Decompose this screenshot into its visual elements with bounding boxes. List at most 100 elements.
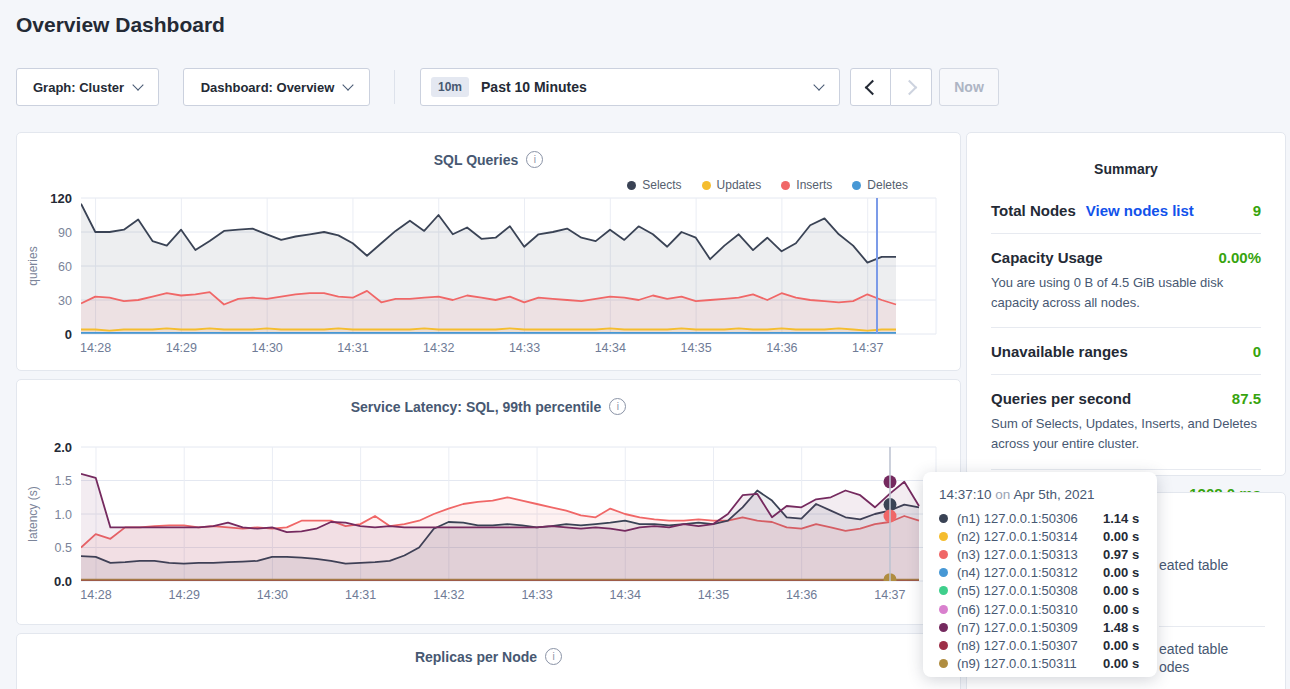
time-nav-group: [850, 68, 932, 106]
node-address: (n5) 127.0.0.1:50308: [957, 583, 1103, 598]
svg-text:14:33: 14:33: [509, 341, 540, 355]
time-range-badge: 10m: [431, 77, 469, 97]
node-address: (n7) 127.0.0.1:50309: [957, 620, 1103, 635]
node-series-dot: [939, 514, 948, 523]
svg-text:14:28: 14:28: [80, 588, 111, 602]
node-series-dot: [939, 586, 948, 595]
chart-hover-tooltip: 14:37:10 on Apr 5th, 2021 (n1) 127.0.0.1…: [923, 472, 1157, 677]
replicas-per-node-card: Replicas per Node i: [16, 633, 961, 689]
svg-text:14:28: 14:28: [80, 341, 111, 355]
tooltip-node-row: (n2) 127.0.0.1:503140.00 s: [939, 527, 1143, 545]
svg-text:14:34: 14:34: [595, 341, 626, 355]
chevron-left-icon: [865, 79, 881, 95]
node-address: (n4) 127.0.0.1:50312: [957, 565, 1103, 580]
controls-divider: [394, 70, 395, 104]
svg-text:30: 30: [58, 294, 72, 308]
svg-text:0: 0: [65, 327, 72, 342]
unavailable-ranges-value: 0: [1253, 343, 1261, 360]
svg-text:14:30: 14:30: [252, 341, 283, 355]
svg-text:14:35: 14:35: [680, 341, 711, 355]
node-address: (n3) 127.0.0.1:50313: [957, 547, 1103, 562]
node-latency-value: 0.97 s: [1103, 547, 1139, 562]
summary-panel: Summary Total Nodes View nodes list 9 Ca…: [966, 132, 1286, 476]
now-button[interactable]: Now: [939, 68, 999, 106]
tooltip-node-row: (n1) 127.0.0.1:503061.14 s: [939, 509, 1143, 527]
summary-row-capacity-usage: Capacity Usage 0.00% You are using 0 B o…: [991, 233, 1261, 327]
node-latency-value: 0.00 s: [1103, 638, 1139, 653]
svg-text:120: 120: [50, 191, 72, 206]
total-nodes-value: 9: [1253, 202, 1261, 219]
summary-row-qps: Queries per second 87.5 Sum of Selects, …: [991, 374, 1261, 468]
svg-text:14:36: 14:36: [766, 341, 797, 355]
event-item-fragment[interactable]: eated table: [1159, 641, 1228, 657]
svg-text:14:34: 14:34: [610, 588, 641, 602]
svg-text:14:30: 14:30: [257, 588, 288, 602]
node-latency-value: 1.14 s: [1103, 511, 1139, 526]
dashboard-dropdown[interactable]: Dashboard: Overview: [183, 68, 370, 106]
node-latency-value: 0.00 s: [1103, 583, 1139, 598]
node-latency-value: 0.00 s: [1103, 656, 1139, 671]
tooltip-timestamp: 14:37:10 on Apr 5th, 2021: [939, 487, 1143, 502]
svg-text:14:36: 14:36: [786, 588, 817, 602]
tooltip-node-row: (n8) 127.0.0.1:503070.00 s: [939, 636, 1143, 654]
svg-text:14:31: 14:31: [337, 341, 368, 355]
service-latency-chart[interactable]: 0.00.51.01.52.014:2814:2914:3014:3114:32…: [17, 380, 962, 626]
svg-text:0.0: 0.0: [54, 574, 72, 589]
svg-text:14:37: 14:37: [852, 341, 883, 355]
qps-note: Sum of Selects, Updates, Inserts, and De…: [991, 414, 1261, 454]
node-latency-value: 0.00 s: [1103, 602, 1139, 617]
event-item-fragment[interactable]: odes: [1159, 659, 1189, 675]
info-icon[interactable]: i: [545, 648, 562, 665]
node-series-dot: [939, 659, 948, 668]
time-forward-button[interactable]: [891, 68, 932, 106]
svg-text:90: 90: [58, 226, 72, 240]
svg-text:14:29: 14:29: [166, 341, 197, 355]
view-nodes-list-link[interactable]: View nodes list: [1086, 202, 1194, 219]
tooltip-node-row: (n6) 127.0.0.1:503100.00 s: [939, 600, 1143, 618]
sql-queries-chart[interactable]: 0 30 60 90 120 14:28 14:29 14:30 14:31 14:32 14:33…: [17, 133, 962, 372]
chevron-down-icon: [343, 79, 354, 90]
node-address: (n9) 127.0.0.1:50311: [957, 656, 1103, 671]
node-series-dot: [939, 623, 948, 632]
graph-scope-dropdown[interactable]: Graph: Cluster: [16, 68, 159, 106]
svg-text:14:33: 14:33: [521, 588, 552, 602]
svg-text:14:32: 14:32: [423, 341, 454, 355]
summary-title: Summary: [991, 149, 1261, 187]
summary-row-total-nodes: Total Nodes View nodes list 9: [991, 187, 1261, 233]
svg-text:60: 60: [58, 260, 72, 274]
svg-text:1.5: 1.5: [55, 474, 72, 488]
svg-text:14:31: 14:31: [345, 588, 376, 602]
tooltip-node-row: (n3) 127.0.0.1:503130.97 s: [939, 545, 1143, 563]
events-divider: [1159, 626, 1265, 627]
node-address: (n8) 127.0.0.1:50307: [957, 638, 1103, 653]
svg-text:14:32: 14:32: [433, 588, 464, 602]
node-address: (n6) 127.0.0.1:50310: [957, 602, 1103, 617]
node-series-dot: [939, 568, 948, 577]
node-series-dot: [939, 532, 948, 541]
node-series-dot: [939, 641, 948, 650]
chevron-right-icon: [901, 79, 917, 95]
svg-text:latency (s): latency (s): [26, 486, 40, 541]
chevron-down-icon: [813, 79, 824, 90]
page-title: Overview Dashboard: [16, 13, 225, 37]
sql-queries-card: SQL Queries i Selects Updates Inserts De…: [16, 132, 961, 371]
svg-text:14:35: 14:35: [698, 588, 729, 602]
time-range-dropdown[interactable]: 10m Past 10 Minutes: [420, 68, 840, 106]
time-range-label: Past 10 Minutes: [481, 79, 805, 95]
capacity-usage-value: 0.00%: [1218, 249, 1261, 266]
svg-text:14:29: 14:29: [169, 588, 200, 602]
dashboard-label: Dashboard: Overview: [201, 80, 335, 95]
service-latency-card: Service Latency: SQL, 99th percentile i …: [16, 379, 961, 625]
node-latency-value: 0.00 s: [1103, 565, 1139, 580]
tooltip-node-row: (n9) 127.0.0.1:503110.00 s: [939, 655, 1143, 673]
svg-text:1.0: 1.0: [55, 508, 72, 522]
node-series-dot: [939, 605, 948, 614]
svg-text:0.5: 0.5: [55, 541, 72, 555]
time-back-button[interactable]: [850, 68, 891, 106]
node-series-dot: [939, 550, 948, 559]
tooltip-node-row: (n7) 127.0.0.1:503091.48 s: [939, 618, 1143, 636]
node-address: (n2) 127.0.0.1:50314: [957, 529, 1103, 544]
qps-value: 87.5: [1232, 390, 1261, 407]
event-item-fragment[interactable]: eated table: [1159, 557, 1228, 573]
tooltip-node-row: (n5) 127.0.0.1:503080.00 s: [939, 582, 1143, 600]
